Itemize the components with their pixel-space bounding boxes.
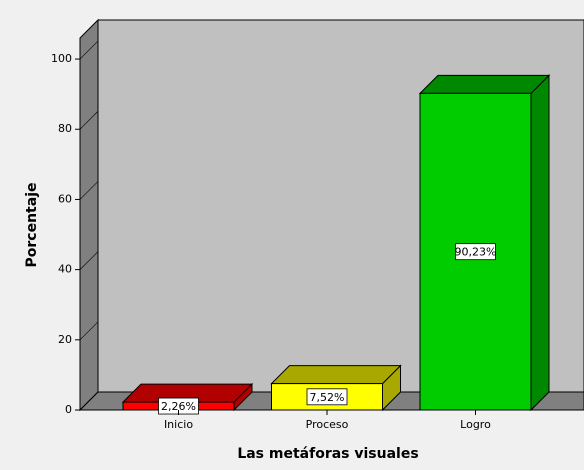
x-tick-label: Logro xyxy=(460,418,491,431)
value-label-box xyxy=(455,243,496,261)
y-axis-label: Porcentaje xyxy=(24,183,40,268)
y-tick-label: 60 xyxy=(58,192,72,205)
y-tick-label: 0 xyxy=(65,403,72,416)
value-label: 90,23% xyxy=(455,246,497,259)
y-tick-label: 80 xyxy=(58,122,72,135)
value-label: 2,26% xyxy=(161,400,196,413)
side-wall xyxy=(79,18,99,412)
bar-top xyxy=(270,365,402,385)
grid-line xyxy=(79,321,99,341)
grid-line xyxy=(79,181,99,200)
bar-top xyxy=(418,74,551,94)
y-tick-label: 100 xyxy=(51,52,72,65)
y-tick-label: 40 xyxy=(58,263,72,276)
x-tick-label: Proceso xyxy=(306,418,349,431)
value-label-box xyxy=(306,388,348,406)
x-tick-label: Inicio xyxy=(164,418,193,431)
grid-line xyxy=(79,251,99,270)
x-axis-label: Las metáforas visuales xyxy=(237,446,418,462)
y-tick-label: 20 xyxy=(58,333,72,346)
value-label: 7,52% xyxy=(310,391,345,404)
grid-line xyxy=(79,391,99,411)
grid-line xyxy=(79,111,99,130)
bar-side xyxy=(530,74,550,412)
grid-line xyxy=(79,40,99,60)
